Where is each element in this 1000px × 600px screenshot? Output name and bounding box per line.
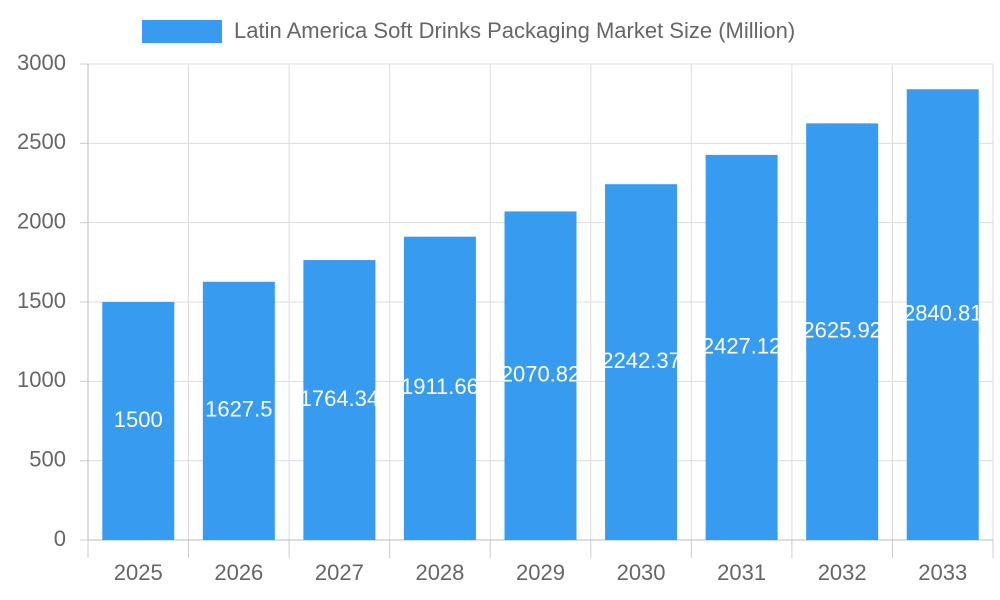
value-label: 2840.81 [903, 300, 983, 325]
legend-swatch [142, 20, 222, 43]
x-tick-label: 2028 [415, 560, 464, 585]
bar [504, 211, 577, 541]
x-tick-label: 2029 [516, 560, 565, 585]
x-tick-label: 2030 [617, 560, 666, 585]
bar [403, 236, 476, 540]
value-label: 1500 [114, 407, 163, 432]
bar [605, 184, 678, 540]
value-label: 1764.34 [300, 386, 380, 411]
y-tick-label: 2000 [17, 208, 66, 233]
value-label: 2242.37 [601, 348, 681, 373]
bar [906, 89, 979, 540]
legend-label: Latin America Soft Drinks Packaging Mark… [234, 18, 795, 43]
bar [202, 281, 275, 540]
value-label: 2427.12 [702, 333, 782, 358]
x-tick-label: 2033 [918, 560, 967, 585]
value-label: 1627.5 [205, 397, 272, 422]
value-label: 2625.92 [802, 317, 882, 342]
x-tick-label: 2026 [214, 560, 263, 585]
x-tick-label: 2025 [114, 560, 163, 585]
x-tick-label: 2027 [315, 560, 364, 585]
y-tick-label: 3000 [17, 50, 66, 75]
bar [806, 123, 879, 540]
y-tick-label: 1500 [17, 288, 66, 313]
value-label: 2070.82 [501, 362, 581, 387]
x-tick-label: 2031 [717, 560, 766, 585]
y-tick-label: 0 [54, 526, 66, 551]
y-tick-label: 2500 [17, 129, 66, 154]
bar [705, 154, 778, 540]
y-tick-label: 500 [29, 446, 66, 471]
bar [303, 260, 376, 540]
bar [102, 302, 175, 540]
x-tick-label: 2032 [818, 560, 867, 585]
value-label: 1911.66 [401, 374, 479, 399]
y-tick-label: 1000 [17, 367, 66, 392]
